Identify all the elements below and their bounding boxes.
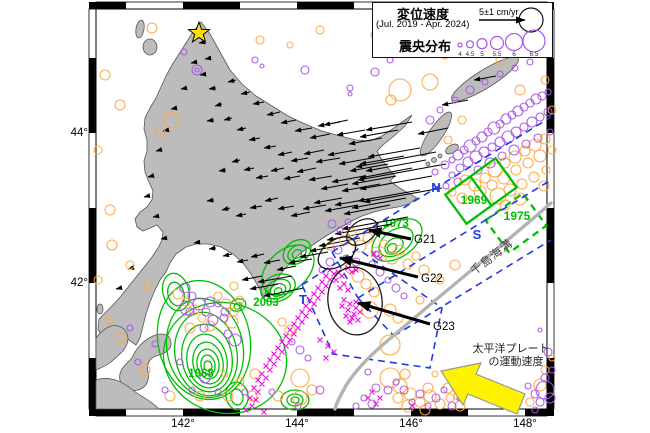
island [425,161,431,167]
plate-label-line2: の運動速度 [489,354,544,368]
island [419,111,453,157]
magnitude-scale-label: 5.5 [492,51,501,57]
annotation-label-G21: G21 [414,234,436,246]
legend-epicenter-title: 震央分布 [399,39,452,54]
rupture-rects: 1969 1975 [443,156,548,255]
lon-tick-146: 146° [399,418,423,430]
plate-label-line1: 太平洋プレート [473,341,550,355]
magnitude-scale-label: 5 [480,51,484,57]
island [135,19,145,39]
epicenters-purple [126,37,556,414]
trench-label: 千島海溝 [468,236,516,278]
zone-label-S: S [473,227,482,242]
slip-year-label: 2003 [253,297,279,309]
island [96,303,104,315]
magnitude-scale-circle [504,32,524,52]
lat-tick-44: 44° [70,127,88,139]
legend-period: (Jul. 2019 - Apr. 2024) [376,19,470,30]
magnitude-scale-label: 6.5 [529,51,538,57]
legend-velocity-title: 変位速度 [397,7,450,22]
zone-label-N: N [431,180,440,195]
lat-tick-42: 42° [70,277,88,289]
magenta-crosses [243,251,415,415]
magnitude-scale-circle [489,35,505,51]
magnitude-scale-circle [457,42,463,48]
legend-scale-label: 5±1 cm/yr [479,7,519,17]
magnitude-scale-circle [465,40,475,49]
magnitude-scale-label: 4 [458,51,462,57]
magnitude-scale-label: 6 [512,51,516,57]
rupture-year-label: 1975 [504,209,531,223]
velocity-vectors [115,39,497,298]
rupture-year-label: 1969 [461,193,488,207]
lon-tick-142: 142° [171,418,195,430]
island [437,153,443,159]
annotation-label-G23: G23 [433,321,455,333]
annotation-label-G22: G22 [421,273,443,285]
legend-box: 変位速度 5±1 cm/yr (Jul. 2019 - Apr. 2024) 震… [372,2,553,58]
slip-year-label: 1973 [383,218,409,230]
magnitude-scale-circle [476,38,488,50]
epicenters-orange [93,10,557,416]
magnitude-scale-circle [522,29,546,53]
annotation-arrows: G21 G22 G23 [338,227,455,333]
island [142,38,158,56]
legend-scale-graphics: 4 4.5 5 5.5 6 6.5 [457,7,546,57]
island [431,157,437,163]
zone-label-T: T [299,292,307,307]
lon-tick-148: 148° [513,418,537,430]
epicenter-star [187,20,211,44]
coastline [97,21,418,346]
coastline [95,378,160,410]
lon-tick-144: 144° [285,418,309,430]
landmass [95,19,519,410]
coastline [95,325,129,371]
magnitude-scale-label: 4.5 [465,51,474,57]
